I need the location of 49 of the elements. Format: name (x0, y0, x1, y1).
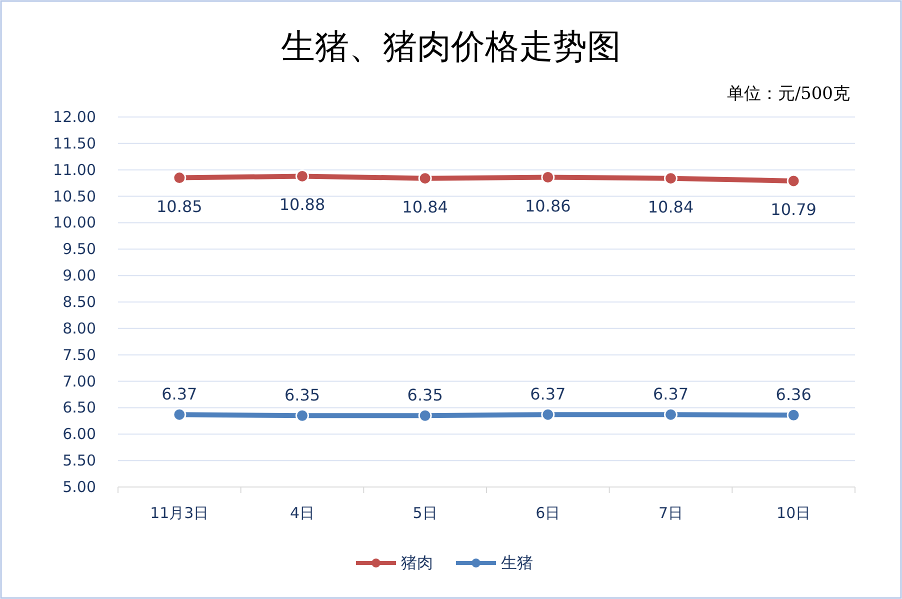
data-label: 10.84 (402, 197, 448, 216)
y-tick-label: 11.00 (53, 160, 96, 179)
x-tick-label: 7日 (658, 504, 684, 522)
y-tick-label: 8.00 (62, 319, 96, 338)
y-tick-label: 7.50 (62, 346, 96, 364)
x-tick-label: 6日 (536, 504, 560, 522)
y-tick-label: 6.50 (62, 398, 96, 417)
legend-label: 猪肉 (401, 553, 433, 572)
y-tick-label: 12.00 (53, 108, 96, 126)
legend-label: 生猪 (501, 553, 533, 572)
point (664, 408, 678, 422)
data-label: 6.37 (162, 384, 198, 404)
y-tick-label: 10.50 (53, 187, 96, 206)
point (296, 169, 309, 183)
y-tick-label: 5.50 (62, 452, 96, 470)
x-tick-label: 11月3日 (150, 504, 209, 522)
point (296, 408, 309, 422)
point (786, 408, 800, 422)
y-tick-label: 10.00 (53, 214, 96, 232)
data-label: 6.35 (284, 386, 320, 405)
x-tick-label: 4日 (290, 504, 315, 522)
data-label: 6.35 (407, 386, 443, 405)
point (172, 171, 186, 185)
y-tick-label: 9.50 (62, 240, 96, 258)
chart-title: 生猪、猪肉价格走势图 (281, 27, 621, 67)
y-tick-label: 6.00 (62, 425, 96, 444)
data-label: 10.85 (156, 196, 202, 216)
data-label: 10.84 (648, 197, 694, 216)
x-tick-label: 10日 (776, 504, 811, 522)
data-label: 6.36 (776, 385, 812, 404)
data-label: 10.86 (525, 196, 571, 216)
point (786, 174, 800, 188)
y-tick-label: 9.00 (62, 266, 96, 285)
data-label: 10.79 (770, 200, 816, 219)
y-tick-label: 5.00 (62, 478, 96, 496)
y-tick-label: 11.50 (53, 134, 96, 152)
point (541, 408, 555, 422)
point (541, 170, 555, 184)
data-label: 6.37 (530, 384, 566, 404)
text: 单位：元/500克 (726, 84, 850, 104)
point (664, 172, 678, 186)
y-tick-label: 8.50 (62, 293, 96, 311)
data-label: 10.88 (279, 195, 326, 214)
y-tick-label: 7.00 (62, 372, 96, 390)
point (418, 408, 432, 422)
point (418, 172, 432, 186)
point (172, 408, 186, 422)
x-tick-label: 5日 (412, 504, 438, 522)
data-label: 6.37 (652, 384, 689, 404)
